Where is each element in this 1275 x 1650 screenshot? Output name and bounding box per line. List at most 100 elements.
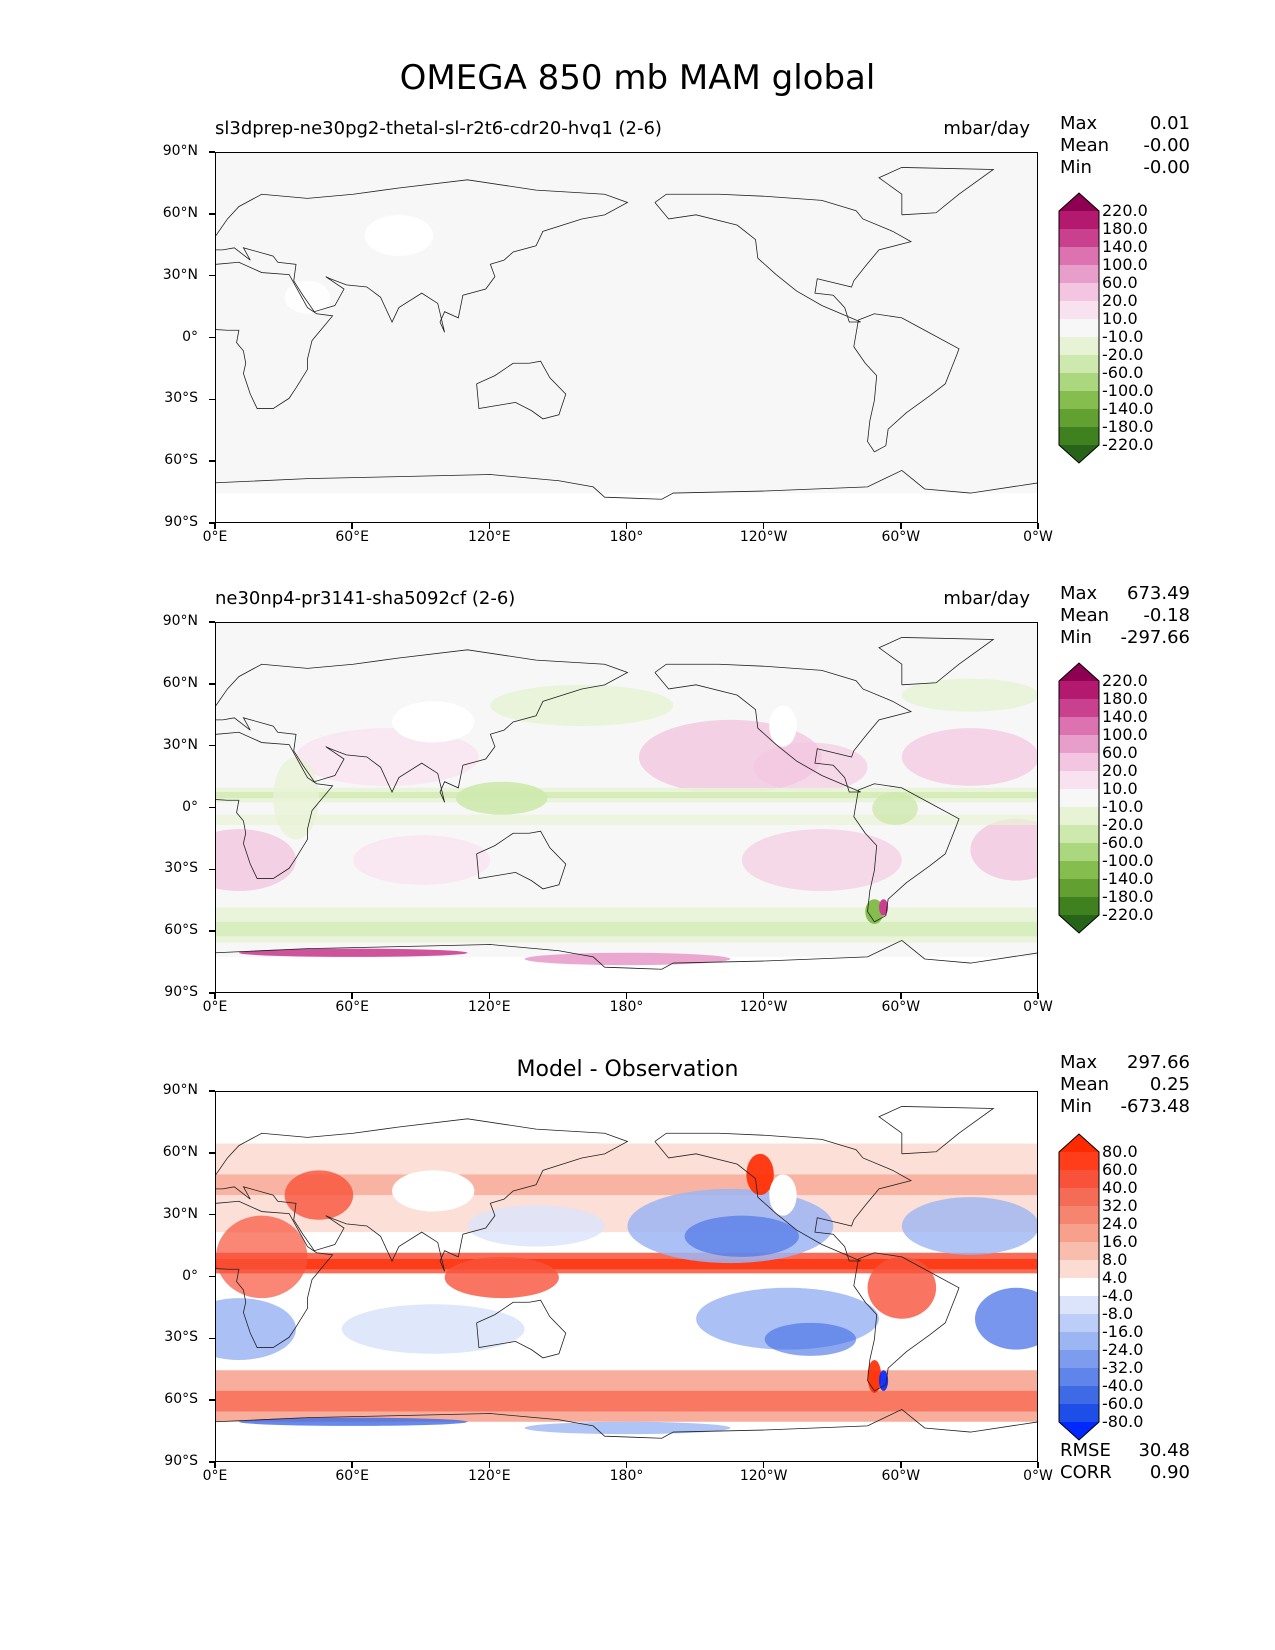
field-blob [901, 678, 1037, 712]
colorbar-segment [1059, 789, 1099, 808]
colorbar-segment [1059, 229, 1099, 248]
x-tick-label: 180° [609, 999, 644, 1015]
stat-label: Min [1060, 157, 1092, 178]
field-band [216, 921, 1037, 937]
colorbar-segment [1059, 1368, 1099, 1387]
colorbar-tick-label: -60.0 [1102, 1394, 1144, 1413]
colorbar-segment [1059, 319, 1099, 338]
field-blob [746, 1153, 774, 1196]
y-tick-label: 30°S [164, 390, 198, 407]
y-tick-label: 60°S [164, 452, 198, 469]
x-tick-label: 0°W [1023, 999, 1053, 1015]
field-blob [444, 1256, 559, 1299]
colorbar-svg [1058, 1133, 1100, 1441]
y-tick-label: 90°S [164, 984, 198, 1000]
coastline [476, 360, 567, 420]
y-tick-mark [209, 336, 215, 339]
field-blob [467, 1205, 605, 1247]
y-tick-label: 60°N [162, 1143, 198, 1160]
y-tick-mark [209, 1275, 215, 1278]
x-tick-label: 60°E [335, 999, 369, 1015]
colorbar-segment [1059, 717, 1099, 736]
colorbar-segment [1059, 753, 1099, 772]
y-tick-mark [209, 806, 215, 809]
y-tick-label: 30°S [164, 1329, 198, 1346]
colorbar-tick-label: -20.0 [1102, 345, 1144, 364]
colorbar-segment [1059, 391, 1099, 410]
coastline [853, 1252, 960, 1392]
x-tick-label: 0°W [1023, 1468, 1053, 1484]
x-tick-label: 60°E [335, 1468, 369, 1484]
colorbar-segment [1059, 373, 1099, 392]
colorbar-segment [1059, 1332, 1099, 1351]
colorbar-tick-label: -32.0 [1102, 1358, 1144, 1377]
field-blob [456, 781, 548, 815]
coastline [216, 469, 1037, 500]
y-tick-mark [209, 1213, 215, 1216]
stat-label: Mean [1060, 1074, 1110, 1095]
colorbar-extend-max [1059, 1134, 1099, 1152]
panel-title-left: sl3dprep-ne30pg2-thetal-sl-r2t6-cdr20-hv… [215, 118, 662, 139]
x-tick-label: 60°W [881, 999, 921, 1015]
stats-panel-2: Max 673.49 Mean -0.18 Min -297.66 [1060, 583, 1190, 649]
coastline [654, 193, 913, 323]
x-tick-label: 120°E [468, 1468, 511, 1484]
field-blob [216, 829, 296, 891]
y-tick-mark [209, 1399, 215, 1401]
colorbar-tick-label: 4.0 [1102, 1268, 1128, 1287]
coastline [216, 1118, 629, 1272]
colorbar-tick-label: -100.0 [1102, 851, 1154, 870]
colorbar-segment [1059, 861, 1099, 880]
colorbar-tick-label: -100.0 [1102, 381, 1154, 400]
colorbar-tick-label: 20.0 [1102, 761, 1138, 780]
y-tick-mark [209, 213, 215, 215]
y-tick-label: 30°N [162, 266, 198, 283]
masked-region [364, 214, 434, 257]
colorbar-tick-label: 60.0 [1102, 273, 1138, 292]
x-tick-mark [488, 523, 491, 529]
coastline [878, 637, 995, 686]
field-blob [490, 684, 674, 727]
x-tick-label: 180° [609, 529, 644, 545]
colorbar-segment [1059, 1242, 1099, 1261]
field-blob [975, 1287, 1037, 1350]
panel-units: mbar/day [943, 588, 1030, 609]
colorbar-svg [1058, 192, 1100, 464]
colorbar-tick-label: 24.0 [1102, 1214, 1138, 1233]
x-tick-mark [625, 1462, 628, 1468]
colorbar-tick-label: -8.0 [1102, 1304, 1134, 1323]
coastline [878, 1106, 995, 1155]
stat-label: Mean [1060, 605, 1110, 626]
colorbar-tick-label: -10.0 [1102, 327, 1144, 346]
field-blob [284, 1170, 354, 1220]
colorbar-tick-label: -4.0 [1102, 1286, 1134, 1305]
field-blob [901, 728, 1037, 786]
y-tick-mark [209, 868, 215, 871]
y-tick-label: 0° [182, 328, 198, 345]
stat-max: Max 0.01 [1060, 113, 1190, 135]
masked-region [392, 701, 475, 743]
x-tick-label: 120°E [468, 999, 511, 1015]
stat-mean: Mean -0.00 [1060, 135, 1190, 157]
field-blob [273, 756, 319, 840]
x-tick-mark [762, 993, 765, 999]
y-tick-mark [209, 151, 215, 153]
stat-label: Max [1060, 583, 1098, 604]
colorbar-tick-label: 10.0 [1102, 309, 1138, 328]
y-tick-label: 90°N [162, 143, 198, 159]
colorbar-extend-min [1059, 915, 1099, 933]
y-tick-mark [209, 1090, 215, 1092]
field-blob [769, 1174, 797, 1216]
panel-title-center: Model - Observation [516, 1057, 739, 1082]
stat-label: Min [1060, 1096, 1092, 1117]
coastline [476, 1299, 567, 1359]
colorbar-segment [1059, 825, 1099, 844]
figure-title: OMEGA 850 mb MAM global [399, 58, 876, 98]
x-tick-label: 0°W [1023, 529, 1053, 545]
field-blob [216, 1298, 296, 1360]
colorbar-svg [1058, 662, 1100, 934]
colorbar-tick-label: 220.0 [1102, 201, 1148, 220]
stat-label: Min [1060, 627, 1092, 648]
x-tick-mark [351, 1462, 353, 1468]
stat-value: -0.00 [1143, 135, 1190, 156]
